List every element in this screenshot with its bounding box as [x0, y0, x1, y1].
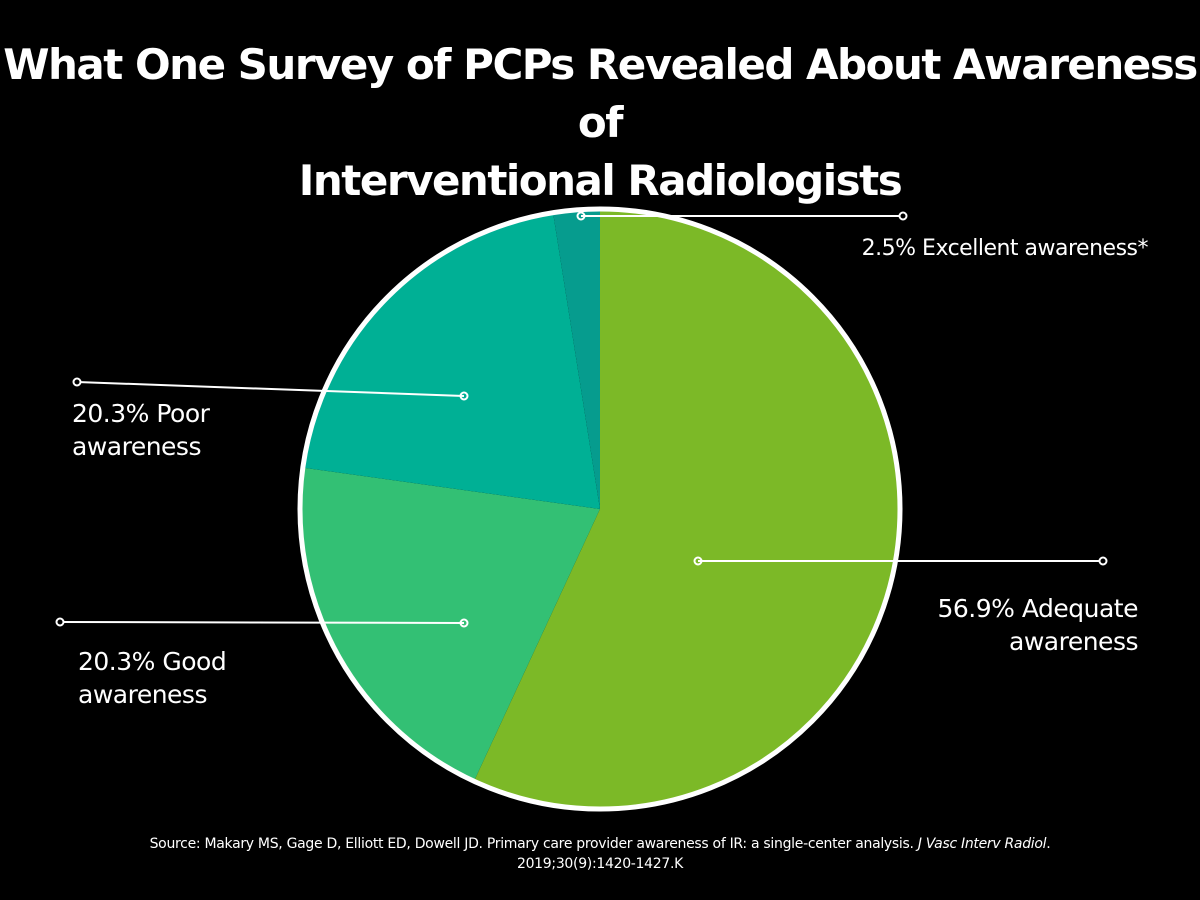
pie-slice-3 [302, 212, 600, 510]
leader-dot-2-inner [459, 618, 469, 628]
slice-label-2-line-2: awareness [78, 680, 207, 709]
slice-label-3-line-2: awareness [72, 432, 201, 461]
pie-slices [299, 209, 901, 809]
leader-dot-4-outer [898, 211, 908, 221]
pie-outline [297, 206, 903, 812]
leader-lines [55, 211, 1108, 628]
slice-label-1-line-1: 56.9% Adequate [938, 594, 1139, 623]
leader-dot-2-outer [55, 617, 65, 627]
source-journal: J Vasc Interv Radiol [917, 836, 1047, 852]
leader-dot-1-inner [693, 556, 703, 566]
source-citation: Source: Makary MS, Gage D, Elliott ED, D… [20, 834, 1180, 874]
slice-labels: 56.9% Adequate awareness 20.3% Good awarene… [72, 236, 1149, 709]
slice-label-1-line-2: awareness [1009, 627, 1138, 656]
leader-dot-4-inner [576, 211, 586, 221]
source-journal-period: . [1046, 836, 1051, 852]
leader-dot-3-inner [459, 391, 469, 401]
leader-line-2 [59, 621, 465, 624]
leader-line-3 [76, 381, 465, 397]
source-citation-text: Source: Makary MS, Gage D, Elliott ED, D… [149, 836, 914, 852]
pie-slice-4 [553, 209, 600, 509]
chart-title-line-2: Interventional Radiologists [298, 156, 903, 205]
leader-dot-3-outer [72, 377, 82, 387]
pie-slice-2 [299, 467, 600, 782]
chart-title-line-1: What One Survey of PCPs Revealed About A… [3, 40, 1198, 147]
chart-title: What One Survey of PCPs Revealed About A… [0, 36, 1200, 210]
leader-dot-1-outer [1098, 556, 1108, 566]
source-citation-volume: 2019;30(9):1420-1427.K [516, 856, 684, 872]
slice-label-2-line-1: 20.3% Good [78, 647, 226, 676]
slice-label-4-line-1: 2.5% Excellent awareness* [862, 236, 1149, 261]
pie-slice-1 [473, 209, 901, 809]
slice-label-3-line-1: 20.3% Poor [72, 399, 211, 428]
